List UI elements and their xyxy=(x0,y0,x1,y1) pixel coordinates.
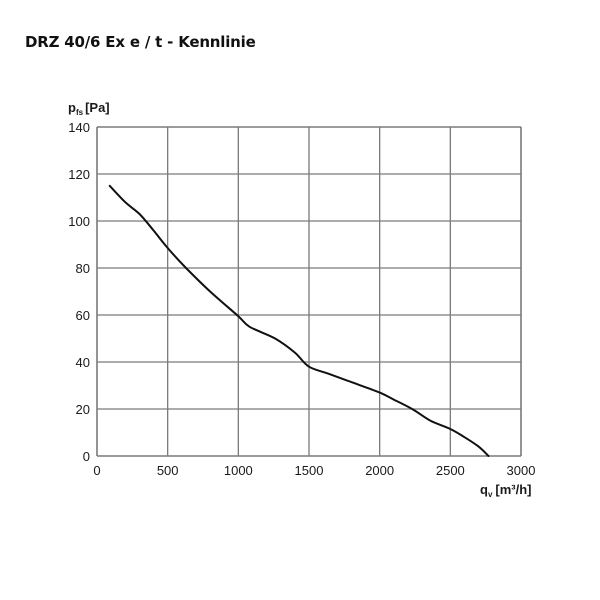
y-tick-label: 140 xyxy=(68,120,90,135)
y-tick-label: 0 xyxy=(83,449,90,464)
x-tick-label: 2500 xyxy=(436,463,465,478)
y-tick-label: 80 xyxy=(76,261,90,276)
fan-characteristic-curve xyxy=(108,184,490,457)
x-tick-label: 1500 xyxy=(295,463,324,478)
y-tick-label: 60 xyxy=(76,308,90,323)
x-tick-label: 3000 xyxy=(507,463,536,478)
y-axis-ticks: 0 20 40 60 80 100 120 140 xyxy=(68,120,90,464)
x-tick-label: 0 xyxy=(93,463,100,478)
y-axis-label: pfs [Pa] xyxy=(68,100,110,117)
x-tick-label: 1000 xyxy=(224,463,253,478)
y-tick-label: 100 xyxy=(68,214,90,229)
chart-grid xyxy=(96,126,522,457)
x-tick-label: 2000 xyxy=(365,463,394,478)
y-tick-label: 40 xyxy=(76,355,90,370)
y-tick-label: 120 xyxy=(68,167,90,182)
chart-title: DRZ 40/6 Ex e / t - Kennlinie xyxy=(25,33,256,51)
x-axis-label: qv [m³/h] xyxy=(480,482,532,499)
x-tick-label: 500 xyxy=(157,463,179,478)
x-axis-ticks: 0 500 1000 1500 2000 2500 3000 xyxy=(93,463,535,478)
y-tick-label: 20 xyxy=(76,402,90,417)
